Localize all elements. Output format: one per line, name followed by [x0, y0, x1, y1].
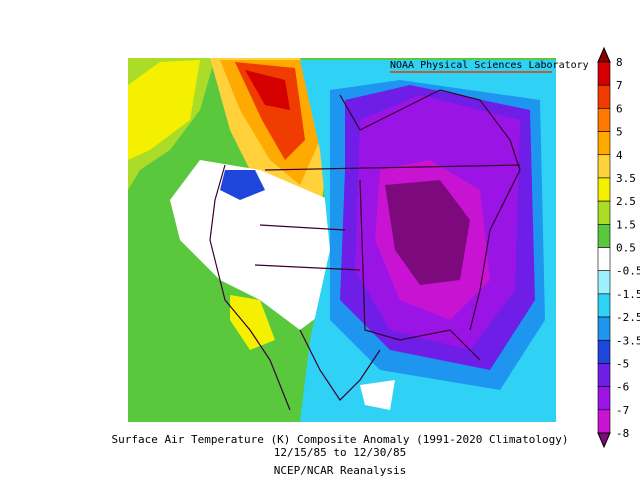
colorbar-box	[597, 224, 611, 248]
colorbar-label: 6	[616, 102, 623, 115]
map-dates: 12/15/85 to 12/30/85	[274, 446, 406, 459]
colorbar-label: 2.5	[616, 195, 636, 208]
colorbar-label: 3.5	[616, 172, 636, 185]
colorbar-box	[597, 409, 611, 434]
map-title: Surface Air Temperature (K) Composite An…	[112, 433, 569, 446]
colorbar-box	[597, 154, 611, 179]
region	[360, 380, 395, 410]
region	[220, 170, 265, 200]
colorbar-label: -6	[616, 381, 629, 394]
colorbar-label: -8	[616, 427, 629, 440]
colorbar-box	[597, 108, 611, 132]
colorbar: 8 7 6 5 4 3.5 2.5 1.5 0.5 -0.5 -1.5 -2.5 -3.5 -5 -6 -7 -…	[597, 46, 640, 449]
colorbar-label: -5	[616, 357, 629, 370]
region	[230, 295, 275, 350]
region	[128, 60, 200, 160]
credit: NOAA Physical Sciences Laboratory	[390, 60, 589, 71]
region	[245, 70, 290, 110]
colorbar-label: -3.5	[616, 334, 640, 347]
colorbar-label: -0.5	[616, 265, 640, 278]
colorbar-box	[597, 177, 611, 202]
colorbar-end	[597, 432, 611, 449]
colorbar-end	[597, 46, 611, 63]
colorbar-box	[597, 84, 611, 109]
map-source: NCEP/NCAR Reanalysis	[274, 464, 406, 477]
colorbar-box	[597, 293, 611, 318]
colorbar-label: -1.5	[616, 288, 640, 301]
colorbar-label: 4	[616, 149, 623, 162]
colorbar-box	[597, 363, 611, 387]
colorbar-label: 5	[616, 126, 623, 139]
colorbar-box	[597, 270, 611, 295]
region	[170, 160, 340, 330]
colorbar-label: -2.5	[616, 311, 640, 324]
colorbar-box	[597, 316, 611, 341]
colorbar-box	[597, 131, 611, 156]
region	[235, 62, 305, 160]
boundaries	[209, 89, 521, 411]
colorbar-box	[597, 339, 611, 364]
colorbar-label: 1.5	[616, 218, 636, 231]
colorbar-box	[597, 386, 611, 411]
colorbar-box	[597, 61, 611, 86]
colorbar-label: 7	[616, 79, 623, 92]
colorbar-label: 8	[616, 56, 623, 69]
colorbar-label: 0.5	[616, 242, 636, 255]
map	[128, 58, 556, 422]
colorbar-box	[597, 247, 611, 271]
colorbar-box	[597, 200, 611, 225]
region	[385, 180, 470, 285]
colorbar-label: -7	[616, 404, 629, 417]
